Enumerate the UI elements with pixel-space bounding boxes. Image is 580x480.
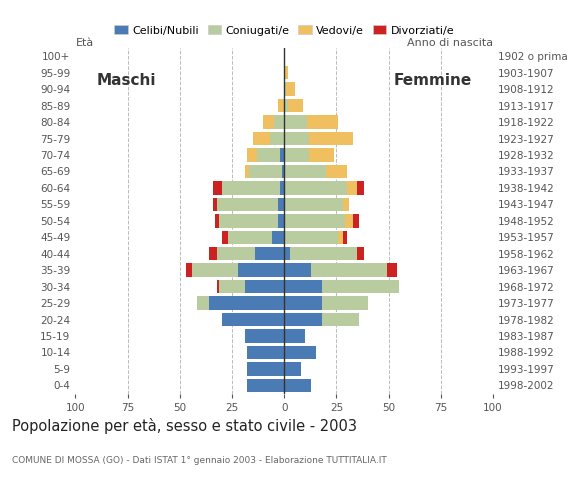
Bar: [245, 280, 284, 293]
Bar: [307, 115, 339, 129]
Bar: [326, 165, 347, 178]
Bar: [343, 230, 347, 244]
Bar: [263, 115, 274, 129]
Bar: [284, 181, 347, 194]
Bar: [218, 198, 278, 211]
Bar: [284, 132, 309, 145]
Bar: [322, 296, 368, 310]
Bar: [347, 181, 357, 194]
Bar: [284, 214, 345, 228]
Bar: [209, 296, 284, 310]
Bar: [274, 115, 284, 129]
Bar: [339, 230, 343, 244]
Text: COMUNE DI MOSSA (GO) - Dati ISTAT 1° gennaio 2003 - Elaborazione TUTTITALIA.IT: COMUNE DI MOSSA (GO) - Dati ISTAT 1° gen…: [12, 456, 386, 465]
Bar: [343, 198, 349, 211]
Bar: [278, 198, 284, 211]
Bar: [186, 264, 193, 277]
Bar: [193, 264, 238, 277]
Bar: [311, 264, 386, 277]
Bar: [222, 181, 280, 194]
Bar: [309, 132, 353, 145]
Bar: [246, 346, 284, 359]
Bar: [271, 230, 284, 244]
Bar: [284, 329, 305, 343]
Text: Età: Età: [75, 38, 93, 48]
Bar: [280, 148, 284, 162]
Bar: [284, 296, 322, 310]
Bar: [278, 214, 284, 228]
Bar: [284, 115, 307, 129]
Bar: [245, 165, 249, 178]
Bar: [255, 247, 284, 261]
Bar: [219, 214, 278, 228]
Bar: [246, 362, 284, 376]
Text: Popolazione per età, sesso e stato civile - 2003: Popolazione per età, sesso e stato civil…: [12, 418, 357, 433]
Bar: [322, 280, 399, 293]
Bar: [222, 313, 284, 326]
Bar: [282, 165, 284, 178]
Bar: [249, 165, 282, 178]
Bar: [284, 66, 288, 79]
Bar: [322, 313, 360, 326]
Bar: [246, 148, 257, 162]
Bar: [213, 181, 222, 194]
Bar: [222, 230, 228, 244]
Bar: [278, 99, 284, 112]
Legend: Celibi/Nubili, Coniugati/e, Vedovi/e, Divorziati/e: Celibi/Nubili, Coniugati/e, Vedovi/e, Di…: [114, 25, 454, 36]
Bar: [357, 247, 364, 261]
Bar: [353, 214, 360, 228]
Bar: [386, 264, 397, 277]
Bar: [284, 198, 343, 211]
Bar: [291, 247, 357, 261]
Bar: [219, 280, 245, 293]
Bar: [284, 379, 311, 392]
Bar: [345, 214, 353, 228]
Bar: [284, 346, 316, 359]
Bar: [280, 181, 284, 194]
Bar: [284, 362, 301, 376]
Text: Anno di nascita: Anno di nascita: [407, 38, 493, 48]
Bar: [284, 247, 291, 261]
Bar: [209, 247, 218, 261]
Bar: [284, 230, 339, 244]
Bar: [309, 148, 334, 162]
Bar: [197, 296, 209, 310]
Bar: [270, 132, 284, 145]
Bar: [284, 165, 326, 178]
Bar: [215, 214, 219, 228]
Bar: [284, 280, 322, 293]
Bar: [246, 379, 284, 392]
Bar: [218, 247, 255, 261]
Bar: [253, 132, 270, 145]
Bar: [228, 230, 271, 244]
Bar: [287, 83, 295, 96]
Text: Maschi: Maschi: [96, 73, 156, 88]
Bar: [257, 148, 280, 162]
Bar: [213, 198, 218, 211]
Bar: [284, 313, 322, 326]
Bar: [238, 264, 284, 277]
Bar: [284, 99, 288, 112]
Bar: [284, 83, 287, 96]
Bar: [218, 280, 219, 293]
Bar: [357, 181, 364, 194]
Bar: [284, 264, 311, 277]
Bar: [288, 99, 303, 112]
Bar: [245, 329, 284, 343]
Bar: [284, 148, 309, 162]
Text: Femmine: Femmine: [394, 73, 472, 88]
